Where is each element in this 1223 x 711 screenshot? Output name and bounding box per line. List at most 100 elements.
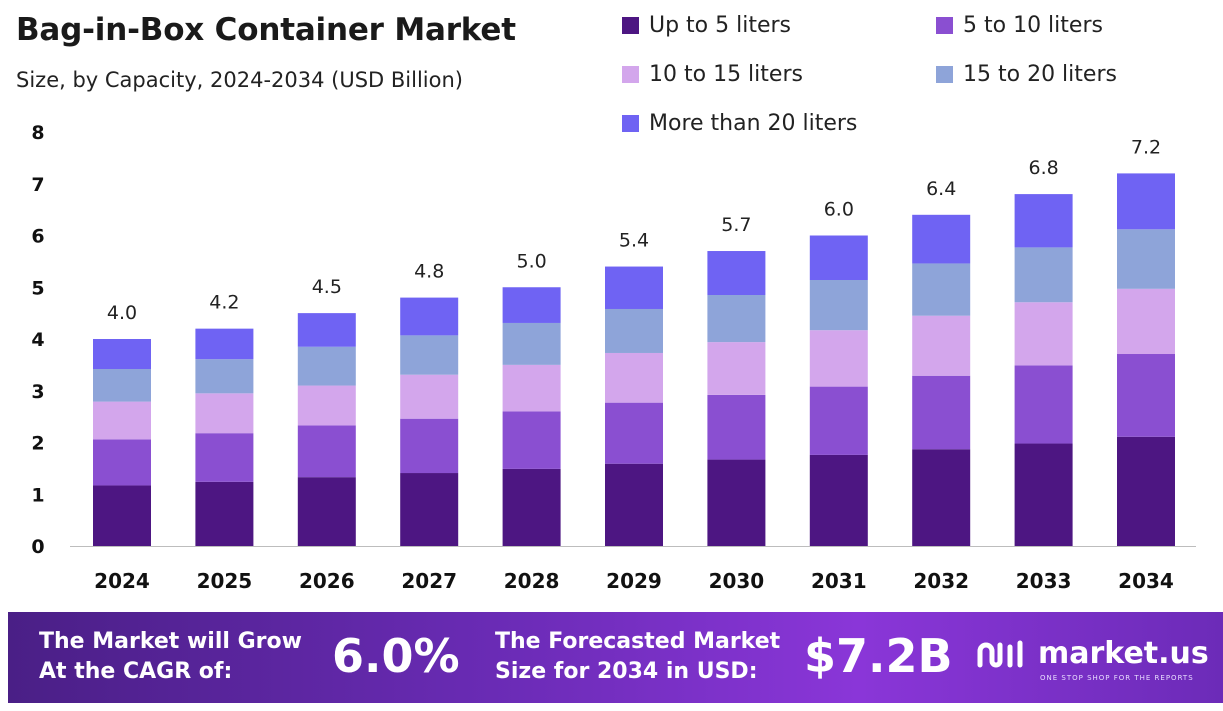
bar-segment-2034-series-2: [1117, 288, 1175, 355]
x-axis: 2024 2025 2026 2027 2028 2029 2030 2031 2032 2033…: [94, 569, 1174, 593]
bar-segment-2025-series-1: [195, 433, 254, 482]
y-tick-label: 7: [31, 174, 44, 196]
bar-segment-2024-series-4: [93, 339, 151, 370]
bar-segment-2032-series-2: [912, 315, 971, 376]
x-tick-label-2032: 2032: [913, 569, 969, 593]
cagr-label-line1: The Market will Grow: [39, 629, 302, 654]
bar-total-label-2034: 7.2: [1131, 136, 1161, 158]
bar-segment-2030-series-4: [707, 251, 766, 296]
bar-segment-2031-series-1: [809, 386, 868, 455]
bar-segment-2029-series-4: [605, 266, 663, 309]
legend-swatch-more-than-20: [622, 115, 639, 132]
forecast-label: The Forecasted Market Size for 2034 in U…: [495, 627, 780, 687]
bar-segment-2034-series-3: [1117, 229, 1175, 289]
x-tick-label-2029: 2029: [606, 569, 662, 593]
bar-total-label-2024: 4.0: [107, 302, 137, 324]
bar-segment-2025-series-2: [195, 393, 254, 434]
market-us-logo-icon: [977, 640, 1023, 667]
legend-swatch-15-to-20: [936, 66, 953, 83]
x-tick-label-2031: 2031: [811, 569, 867, 593]
bar-segment-2027-series-3: [400, 335, 459, 375]
x-tick-label-2024: 2024: [94, 569, 150, 593]
bar-segment-2033-series-0: [1014, 443, 1073, 546]
x-tick-label-2025: 2025: [197, 569, 253, 593]
legend-label-5-to-10: 5 to 10 liters: [963, 13, 1103, 38]
legend-item-up-to-5: Up to 5 liters: [622, 13, 791, 38]
bars: 4.0 4.2 4.5 4.8 5.0 5.4 5.7 6.0 6.4 6.8 7.2: [93, 136, 1175, 546]
bar-segment-2028-series-2: [502, 364, 561, 412]
bar-segment-2025-series-0: [195, 481, 254, 546]
bar-segment-2026-series-0: [297, 477, 356, 546]
bar-total-label-2027: 4.8: [414, 261, 444, 283]
bar-segment-2027-series-2: [400, 374, 459, 419]
forecast-label-line1: The Forecasted Market: [495, 629, 781, 654]
forecast-label-line2: Size for 2034 in USD:: [495, 659, 758, 684]
bar-segment-2028-series-4: [502, 287, 561, 323]
bar-segment-2028-series-1: [502, 411, 561, 469]
bar-segment-2030-series-2: [707, 342, 766, 395]
bar-segment-2030-series-0: [707, 459, 766, 546]
bar-segment-2027-series-4: [400, 297, 459, 336]
bar-segment-2026-series-1: [297, 425, 356, 478]
bar-segment-2027-series-1: [400, 418, 459, 474]
bar-total-label-2028: 5.0: [516, 250, 546, 272]
bar-segment-2029-series-2: [605, 352, 663, 403]
bar-segment-2025-series-4: [195, 328, 254, 360]
legend-item-more-than-20: More than 20 liters: [622, 111, 857, 136]
bar-segment-2029-series-1: [605, 402, 663, 464]
brand-tagline: ONE STOP SHOP FOR THE REPORTS: [1040, 674, 1194, 682]
y-tick-label: 3: [31, 381, 44, 403]
chart-subtitle: Size, by Capacity, 2024-2034 (USD Billio…: [16, 68, 463, 92]
bar-segment-2026-series-2: [297, 385, 356, 426]
bar-segment-2033-series-1: [1014, 365, 1073, 444]
x-tick-label-2026: 2026: [299, 569, 355, 593]
x-tick-label-2027: 2027: [401, 569, 457, 593]
cagr-label: The Market will Grow At the CAGR of:: [39, 627, 302, 687]
y-tick-label: 5: [31, 277, 44, 299]
legend-label-15-to-20: 15 to 20 liters: [963, 62, 1117, 87]
chart-legend: Up to 5 liters 5 to 10 liters 10 to 15 l…: [620, 8, 1220, 138]
legend-label-more-than-20: More than 20 liters: [649, 111, 858, 136]
bar-segment-2034-series-0: [1117, 436, 1175, 546]
y-tick-label: 2: [31, 433, 44, 455]
bar-segment-2024-series-1: [93, 439, 151, 486]
bar-segment-2032-series-1: [912, 375, 971, 450]
bar-segment-2033-series-4: [1014, 194, 1073, 248]
bar-segment-2028-series-3: [502, 322, 561, 365]
legend-swatch-up-to-5: [622, 17, 639, 34]
bar-segment-2033-series-3: [1014, 247, 1073, 303]
legend-swatch-10-to-15: [622, 66, 639, 83]
legend-item-15-to-20: 15 to 20 liters: [936, 62, 1117, 87]
forecast-value: $7.2B: [804, 629, 953, 683]
x-tick-label-2034: 2034: [1118, 569, 1174, 593]
legend-label-up-to-5: Up to 5 liters: [649, 13, 792, 38]
y-axis: 0 1 2 3 4 5 6 7 8: [31, 122, 44, 558]
bar-segment-2028-series-0: [502, 468, 561, 546]
bar-total-label-2029: 5.4: [619, 230, 649, 252]
bar-segment-2032-series-0: [912, 449, 971, 546]
bar-total-label-2031: 6.0: [824, 199, 854, 221]
bar-segment-2033-series-2: [1014, 302, 1073, 366]
bar-segment-2030-series-1: [707, 394, 766, 460]
y-tick-label: 0: [31, 536, 44, 558]
bar-segment-2024-series-0: [93, 485, 151, 546]
bar-segment-2030-series-3: [707, 295, 766, 343]
bar-segment-2034-series-1: [1117, 354, 1175, 437]
footer-banner: The Market will Grow At the CAGR of: 6.0…: [8, 612, 1223, 703]
cagr-value: 6.0%: [332, 629, 460, 683]
bar-segment-2031-series-2: [809, 330, 868, 387]
cagr-label-line2: At the CAGR of:: [39, 659, 233, 684]
bar-segment-2026-series-3: [297, 346, 356, 386]
y-tick-label: 8: [31, 122, 44, 144]
bar-segment-2025-series-3: [195, 359, 254, 394]
y-tick-label: 6: [31, 226, 44, 248]
x-tick-label-2033: 2033: [1016, 569, 1072, 593]
bar-segment-2034-series-4: [1117, 173, 1175, 230]
bar-segment-2027-series-0: [400, 473, 459, 546]
bar-total-label-2032: 6.4: [926, 178, 956, 200]
brand: market.us: [976, 636, 1209, 671]
bar-segment-2032-series-3: [912, 263, 971, 316]
stacked-bar-chart: 0 1 2 3 4 5 6 7 8 4.0 4.2 4.5 4.8 5.0 5.4 5.7 6.0 6.4 6.8…: [31, 122, 1196, 593]
bar-segment-2031-series-0: [809, 454, 868, 546]
